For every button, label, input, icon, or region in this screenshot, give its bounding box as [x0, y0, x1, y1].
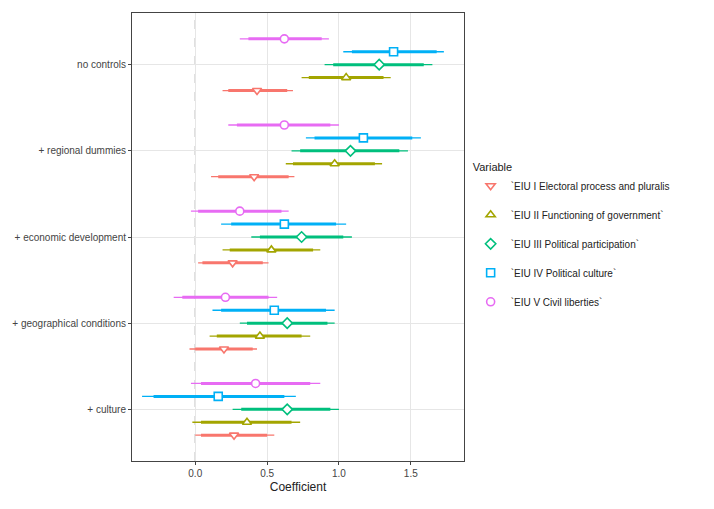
- svg-text:+ economic development: + economic development: [15, 232, 127, 243]
- svg-text:0.0: 0.0: [188, 468, 202, 479]
- svg-text:`EIU IV Political culture`: `EIU IV Political culture`: [511, 268, 617, 279]
- svg-text:`EIU V Civil liberties`: `EIU V Civil liberties`: [511, 297, 603, 308]
- svg-text:Coefficient: Coefficient: [270, 480, 327, 494]
- svg-text:`EIU III Political participati: `EIU III Political participation`: [511, 239, 639, 250]
- svg-text:Variable: Variable: [473, 161, 513, 173]
- svg-text:+ culture: + culture: [87, 404, 126, 415]
- svg-text:1.0: 1.0: [332, 468, 346, 479]
- svg-text:`EIU II Functioning of governm: `EIU II Functioning of government`: [511, 210, 664, 221]
- svg-text:+ geographical conditions: + geographical conditions: [12, 318, 126, 329]
- svg-text:+ regional dummies: + regional dummies: [38, 145, 126, 156]
- svg-text:no controls: no controls: [77, 59, 126, 70]
- svg-text:1.5: 1.5: [404, 468, 418, 479]
- svg-text:0.5: 0.5: [260, 468, 274, 479]
- svg-text:`EIU I Electoral process and p: `EIU I Electoral process and pluralis: [511, 181, 670, 192]
